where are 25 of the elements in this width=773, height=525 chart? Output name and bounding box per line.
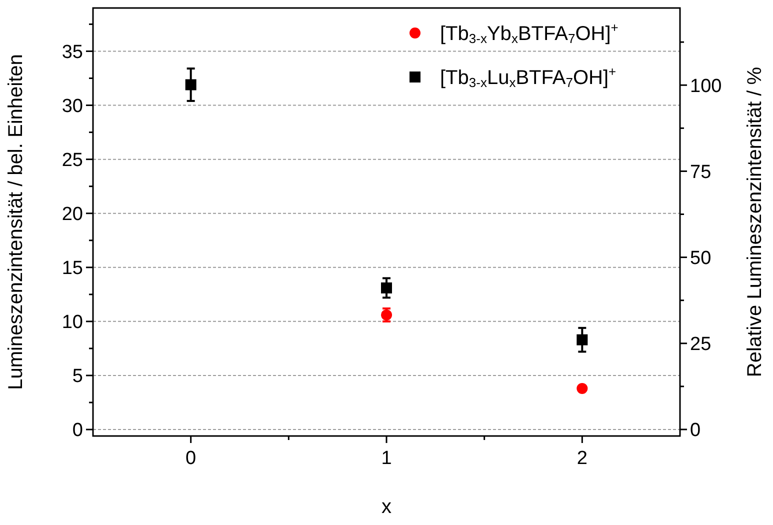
y-tick-label: 5 [72,366,83,388]
x-tick-label: 0 [186,448,196,469]
y2-tick-label: 75 [690,162,712,183]
x-tick-label: 1 [381,448,392,469]
legend-label: [Tb$_{3-x}$Yb$_{x}$BTFA$_{7}$OH]$^{+}$ [440,20,618,46]
y2-tick-label: 25 [690,334,712,356]
y-tick-label: 30 [62,96,83,117]
legend-label: [Tb$_{3-x}$Lu$_{x}$BTFA$_{7}$OH]$^{+}$ [440,64,616,90]
y-tick-label: 10 [62,312,83,334]
y-tick-label: 35 [62,42,83,63]
y2-tick-label: 100 [690,76,722,97]
point [576,382,588,394]
y-tick-label: 25 [62,150,83,171]
point [381,282,392,294]
y-tick-label: 20 [62,204,83,226]
x-axis-title: x [382,496,392,518]
y2-axis-title: Relative Lumineszenzintensität / % [744,66,766,378]
y-tick-label: 15 [62,258,83,280]
x-tick-label: 2 [576,448,588,469]
point [576,334,588,346]
y-axis-title: Lumineszenzintensität / bel. Einheiten [5,54,27,390]
y-tick-label: 0 [72,420,83,442]
y2-tick-label: 50 [690,248,712,269]
y2-tick-label: 0 [690,420,701,442]
point [185,79,196,90]
